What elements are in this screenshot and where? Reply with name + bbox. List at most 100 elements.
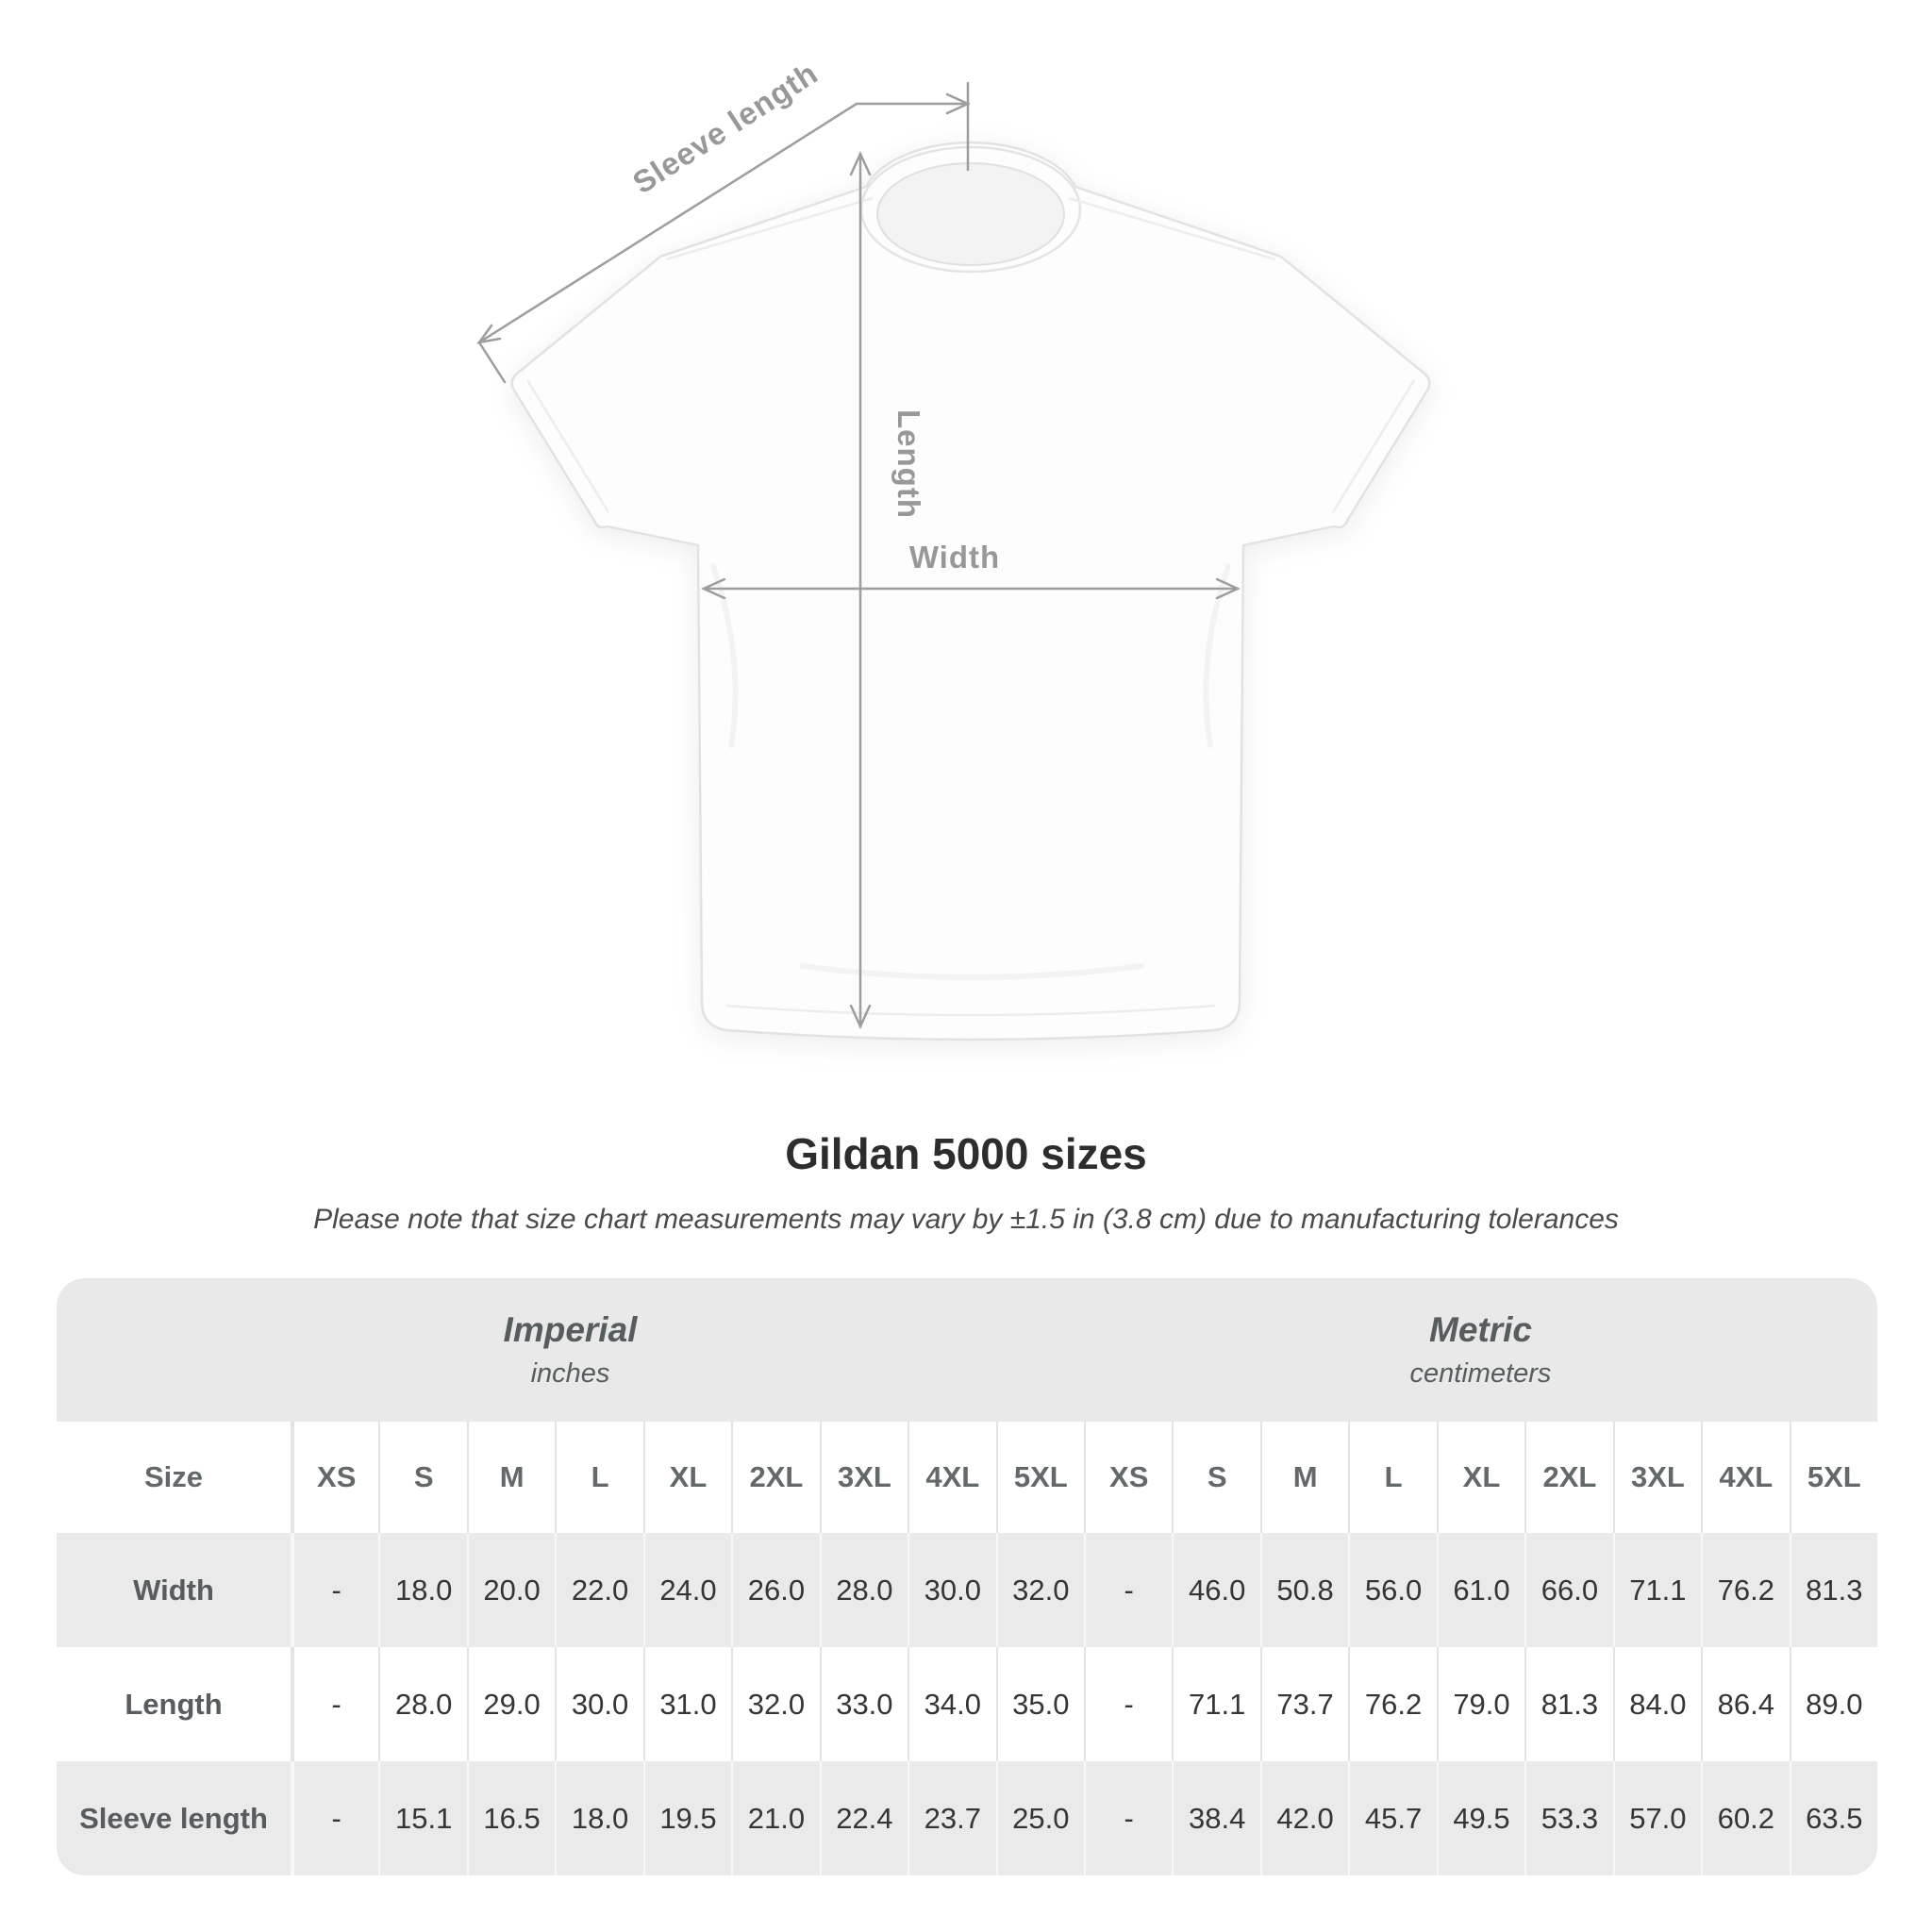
size-header-metric-5xl: 5XL [1789,1422,1877,1533]
value-imperial-length-4xl: 34.0 [908,1647,995,1761]
value-imperial-length-2xl: 32.0 [731,1647,819,1761]
bottom-hem-stitch [725,1004,1216,1017]
size-header-imperial-3xl: 3XL [819,1422,908,1533]
sleeve-length-arrowhead-left [476,324,502,344]
value-metric-length-2xl: 81.3 [1524,1647,1612,1761]
imperial-subtitle: inches [530,1358,610,1389]
size-header-imperial-m: M [466,1422,555,1533]
value-imperial-sleeve-length-3xl: 22.4 [819,1761,908,1875]
value-imperial-sleeve-length-s: 15.1 [378,1761,466,1875]
value-imperial-sleeve-length-4xl: 23.7 [908,1761,995,1875]
tshirt-measurement-diagram: Sleeve length Length Width [476,55,1431,1041]
row-label-sleeve-length: Sleeve length [79,1801,268,1835]
size-header-imperial-5xl: 5XL [995,1422,1084,1533]
size-header-metric-4xl: 4XL [1701,1422,1789,1533]
value-metric-sleeve-length-m: 42.0 [1259,1761,1348,1875]
size-header-metric-2xl: 2XL [1524,1422,1612,1533]
value-imperial-sleeve-length-2xl: 21.0 [731,1761,819,1875]
value-imperial-length-xs: - [291,1647,378,1761]
size-header-metric-xl: XL [1436,1422,1524,1533]
right-shoulder-seam [1068,196,1276,261]
fabric-fold-bottom [799,963,1144,980]
value-metric-sleeve-length-s: 38.4 [1172,1761,1259,1875]
width-dimension: Width [700,540,1241,600]
value-metric-sleeve-length-2xl: 53.3 [1524,1761,1612,1875]
value-metric-sleeve-length-5xl: 63.5 [1789,1761,1877,1875]
value-imperial-length-5xl: 35.0 [995,1647,1084,1761]
value-imperial-sleeve-length-m: 16.5 [466,1761,555,1875]
value-imperial-width-xs: - [291,1533,378,1647]
value-metric-width-s: 46.0 [1172,1533,1259,1647]
right-sleeve-hem-stitch [1331,379,1416,513]
size-header-row: Size XS S M L XL 2XL 3XL 4XL 5XL XS S M L XL 2XL 3XL 4XL… [57,1422,1877,1533]
value-metric-width-3xl: 71.1 [1612,1533,1701,1647]
value-metric-sleeve-length-xs: - [1083,1761,1172,1875]
unit-group-imperial: Imperial inches [57,1278,1084,1422]
value-imperial-width-5xl: 32.0 [995,1533,1084,1647]
value-metric-sleeve-length-l: 45.7 [1348,1761,1436,1875]
measurement-row-width: Width -18.0 20.0 22.0 24.0 26.0 28.0 30.0 32.0-4… [57,1533,1877,1647]
sleeve-length-label: Sleeve length [626,55,824,200]
metric-subtitle: centimeters [1409,1358,1552,1389]
collar-opening [876,162,1065,266]
left-shoulder-seam [665,196,874,261]
value-imperial-width-l: 22.0 [555,1533,642,1647]
value-imperial-length-xl: 31.0 [642,1647,731,1761]
value-metric-width-4xl: 76.2 [1701,1533,1789,1647]
size-column-header: Size [143,1460,204,1493]
size-header-metric-xs: XS [1083,1422,1172,1533]
page-title: Gildan 5000 sizes [785,1129,1147,1178]
value-imperial-length-m: 29.0 [466,1647,555,1761]
measurement-row-sleeve-length: Sleeve length -15.1 16.5 18.0 19.5 21.0 22.4 23… [57,1761,1877,1875]
tolerance-note: Please note that size chart measurements… [313,1204,1619,1235]
size-header-metric-s: S [1172,1422,1259,1533]
value-imperial-width-s: 18.0 [378,1533,466,1647]
size-table-body: Width -18.0 20.0 22.0 24.0 26.0 28.0 30.0 32.0-4… [57,1533,1877,1875]
value-imperial-sleeve-length-xl: 19.5 [642,1761,731,1875]
length-arrowhead-bottom [849,1004,872,1030]
size-header-metric-l: L [1348,1422,1436,1533]
value-metric-sleeve-length-xl: 49.5 [1436,1761,1524,1875]
row-label-width: Width [133,1573,214,1607]
tshirt-graphic [510,141,1431,1041]
value-imperial-length-l: 30.0 [555,1647,642,1761]
width-arrowhead-left [700,577,726,600]
unit-group-metric: Metric centimeters [1084,1278,1877,1422]
value-imperial-length-3xl: 33.0 [819,1647,908,1761]
value-metric-width-xl: 61.0 [1436,1533,1524,1647]
size-header-imperial-4xl: 4XL [908,1422,995,1533]
size-header-imperial-xl: XL [642,1422,731,1533]
length-arrowhead-top [849,150,872,176]
value-metric-length-xl: 79.0 [1436,1647,1524,1761]
value-metric-sleeve-length-3xl: 57.0 [1612,1761,1701,1875]
value-metric-length-3xl: 84.0 [1612,1647,1701,1761]
unit-header-band: Imperial inches Metric centimeters [57,1278,1877,1422]
size-header-imperial-xs: XS [291,1422,378,1533]
value-imperial-width-3xl: 28.0 [819,1533,908,1647]
value-imperial-length-s: 28.0 [378,1647,466,1761]
width-arrowhead-right [1215,577,1241,600]
value-metric-sleeve-length-4xl: 60.2 [1701,1761,1789,1875]
size-table: Imperial inches Metric centimeters Size … [57,1278,1877,1875]
measurement-row-length: Length -28.0 29.0 30.0 31.0 32.0 33.0 34.0 35.0-… [57,1647,1877,1761]
value-metric-length-5xl: 89.0 [1789,1647,1877,1761]
value-imperial-sleeve-length-l: 18.0 [555,1761,642,1875]
value-metric-width-l: 56.0 [1348,1533,1436,1647]
metric-title: Metric [1429,1310,1532,1349]
value-metric-width-2xl: 66.0 [1524,1533,1612,1647]
value-imperial-width-2xl: 26.0 [731,1533,819,1647]
value-imperial-width-xl: 24.0 [642,1533,731,1647]
tshirt-outline [510,141,1431,1041]
value-metric-length-4xl: 86.4 [1701,1647,1789,1761]
value-imperial-width-4xl: 30.0 [908,1533,995,1647]
value-metric-width-m: 50.8 [1259,1533,1348,1647]
left-sleeve-hem-stitch [525,379,610,513]
value-imperial-sleeve-length-xs: - [291,1761,378,1875]
value-metric-length-m: 73.7 [1259,1647,1348,1761]
value-metric-width-xs: - [1083,1533,1172,1647]
length-label: Length [891,409,926,519]
value-metric-length-l: 76.2 [1348,1647,1436,1761]
title-block: Gildan 5000 sizes Please note that size … [0,1128,1932,1236]
width-label: Width [909,540,1000,575]
